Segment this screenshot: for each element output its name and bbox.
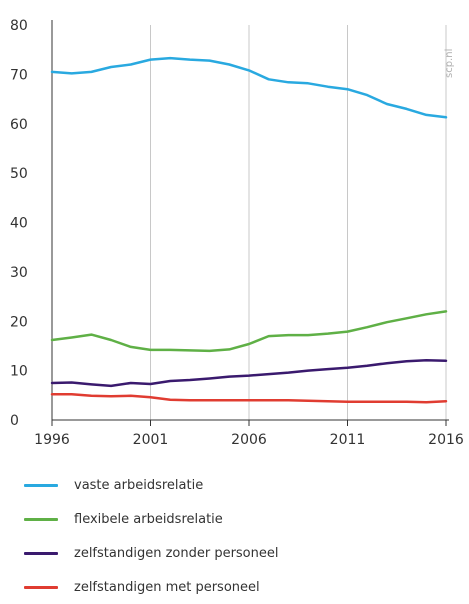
tick-labels: 0 10 20 30 40 50 60 70 80 1996 2001 2006 2011 2016 — [10, 18, 464, 448]
x-tick-label-2006: 2006 — [231, 432, 267, 448]
x-tick-label-2011: 2011 — [330, 432, 366, 448]
legend-item-4: zelfstandigen met personeel — [24, 570, 278, 604]
legend-swatch — [24, 517, 58, 521]
y-tick-label-50: 50 — [10, 166, 28, 182]
legend-label: vaste arbeidsrelatie — [74, 477, 204, 493]
series-line-2 — [50, 310, 448, 353]
legend-item-1: vaste arbeidsrelatie — [24, 468, 278, 502]
legend-swatch — [24, 551, 58, 555]
legend-item-2: flexibele arbeidsrelatie — [24, 502, 278, 536]
x-tick-label-2016: 2016 — [428, 432, 464, 448]
line-chart: 0 10 20 30 40 50 60 70 80 1996 2001 2006 2011 2016 sc… — [10, 18, 464, 448]
series-line-3 — [50, 359, 448, 388]
watermark-text: scp.nl — [444, 49, 455, 78]
legend-swatch — [24, 483, 58, 487]
axes — [51, 20, 449, 426]
y-tick-label-80: 80 — [10, 18, 28, 34]
series-line-1 — [50, 56, 448, 119]
data-series — [50, 56, 448, 404]
y-tick-label-0: 0 — [10, 413, 19, 429]
legend-label: zelfstandigen met personeel — [74, 579, 260, 595]
legend-label: flexibele arbeidsrelatie — [74, 511, 223, 527]
y-tick-label-60: 60 — [10, 117, 28, 133]
x-tick-label-1996: 1996 — [34, 432, 70, 448]
legend-label: zelfstandigen zonder personeel — [74, 545, 279, 561]
y-tick-label-10: 10 — [10, 364, 28, 380]
y-tick-label-40: 40 — [10, 216, 28, 232]
y-tick-label-70: 70 — [10, 67, 28, 83]
y-tick-label-30: 30 — [10, 265, 28, 281]
series-line-4 — [50, 393, 448, 404]
legend-swatch — [24, 585, 58, 589]
y-tick-label-20: 20 — [10, 314, 28, 330]
x-tick-label-2001: 2001 — [133, 432, 169, 448]
grid-lines — [150, 25, 447, 420]
legend-item-3: zelfstandigen zonder personeel — [24, 536, 278, 570]
